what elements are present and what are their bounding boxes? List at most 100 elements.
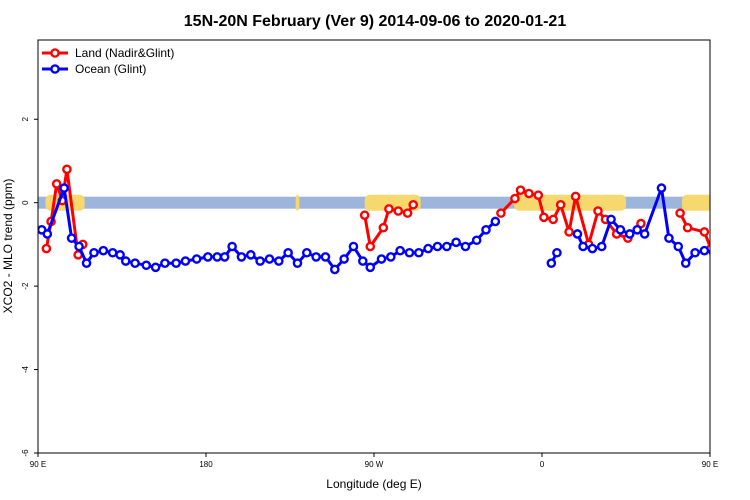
data-point xyxy=(191,254,202,264)
data-point xyxy=(682,222,693,233)
data-point xyxy=(564,227,574,237)
data-point xyxy=(539,212,549,223)
y-axis-label: XCO2 - MLO trend (ppm) xyxy=(1,179,15,314)
y-tick-label: -6 xyxy=(21,449,30,457)
data-point xyxy=(227,241,237,252)
data-point xyxy=(384,204,394,214)
data-point xyxy=(533,190,544,200)
data-point xyxy=(718,180,725,187)
data-point xyxy=(339,254,349,264)
legend-label: Ocean (Glint) xyxy=(75,62,146,76)
data-point xyxy=(413,247,424,258)
data-point xyxy=(59,183,69,193)
legend-marker xyxy=(50,64,60,74)
data-point xyxy=(160,258,170,268)
data-point xyxy=(712,218,719,225)
data-point xyxy=(578,241,588,252)
x-tick-label: 90 W xyxy=(365,460,384,469)
y-tick-label: 0 xyxy=(21,200,30,205)
data-point xyxy=(733,260,740,267)
legend-marker xyxy=(50,48,60,58)
data-point xyxy=(329,264,340,275)
data-point xyxy=(171,258,181,268)
data-point xyxy=(639,229,650,239)
data-point xyxy=(632,225,643,235)
chart-title: 15N-20N February (Ver 9) 2014-09-06 to 2… xyxy=(184,13,567,30)
data-point xyxy=(570,191,581,202)
land-band xyxy=(364,194,421,211)
data-point xyxy=(51,179,62,189)
data-point xyxy=(555,199,566,210)
data-point xyxy=(725,258,732,265)
data-point xyxy=(98,245,109,256)
x-tick-label: 90 E xyxy=(702,460,718,469)
y-tick-label: 2 xyxy=(21,116,30,121)
data-point xyxy=(451,237,461,248)
data-point xyxy=(292,258,303,268)
x-axis-label: Longitude (deg E) xyxy=(326,477,421,491)
data-point xyxy=(404,247,415,258)
data-point xyxy=(219,252,230,262)
data-point xyxy=(393,206,404,216)
data-point xyxy=(490,216,501,227)
x-tick-label: 180 xyxy=(199,460,213,469)
data-point xyxy=(690,247,700,258)
data-point xyxy=(141,260,152,271)
data-point xyxy=(515,185,526,195)
data-point xyxy=(680,258,691,268)
data-point xyxy=(596,241,607,252)
data-point xyxy=(408,199,419,210)
series-0 xyxy=(41,164,750,260)
data-point xyxy=(471,235,482,246)
data-point xyxy=(729,166,736,173)
data-point xyxy=(81,258,92,268)
data-point xyxy=(41,243,52,254)
data-point xyxy=(656,183,667,193)
data-point xyxy=(365,241,376,252)
data-point xyxy=(593,206,603,216)
data-point xyxy=(273,256,284,266)
data-point xyxy=(311,252,321,262)
data-point xyxy=(255,256,265,266)
data-point xyxy=(572,229,583,239)
data-point xyxy=(546,258,557,268)
data-point xyxy=(130,258,140,268)
land-band xyxy=(682,194,710,211)
data-point xyxy=(548,214,559,225)
data-point xyxy=(587,243,598,254)
data-point xyxy=(423,243,433,254)
data-point xyxy=(524,188,534,199)
data-point xyxy=(385,252,396,262)
data-point xyxy=(615,225,626,235)
legend-label: Land (Nadir&Glint) xyxy=(75,46,174,60)
data-point xyxy=(718,251,725,258)
data-point xyxy=(739,251,746,258)
x-tick-label: 0 xyxy=(540,460,545,469)
y-tick-label: -4 xyxy=(21,365,30,373)
data-point xyxy=(107,247,118,258)
data-point xyxy=(150,262,161,273)
data-point xyxy=(357,256,368,266)
data-point xyxy=(395,245,405,256)
data-point xyxy=(606,214,616,225)
data-point xyxy=(624,229,635,239)
data-point xyxy=(481,225,491,235)
data-point xyxy=(203,252,213,262)
data-point xyxy=(89,247,99,258)
y-axis: -6 -4 -2 0 2 xyxy=(21,116,38,457)
data-point xyxy=(496,208,506,218)
data-point xyxy=(320,252,331,262)
data-point xyxy=(66,233,77,243)
data-point xyxy=(348,241,359,252)
data-point xyxy=(120,256,131,266)
data-point xyxy=(365,262,376,273)
background-band-layer xyxy=(38,194,710,211)
data-point xyxy=(301,247,312,258)
data-point xyxy=(699,227,710,237)
series-1 xyxy=(38,183,740,275)
data-point xyxy=(180,256,191,266)
data-point xyxy=(441,241,452,252)
data-point xyxy=(746,241,750,248)
data-point xyxy=(245,250,256,260)
data-point xyxy=(664,233,674,243)
